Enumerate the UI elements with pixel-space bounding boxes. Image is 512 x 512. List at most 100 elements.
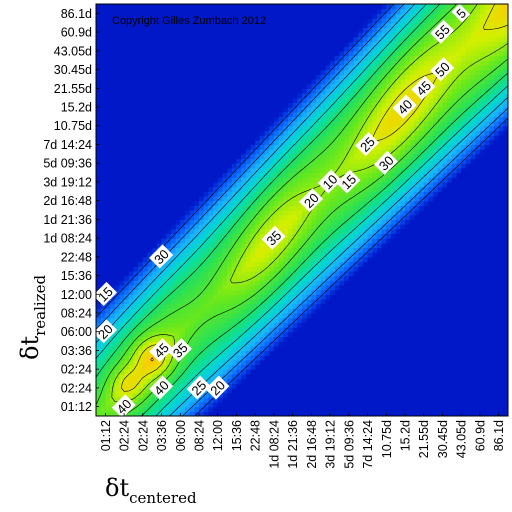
heatmap-cell	[302, 191, 308, 197]
heatmap-cell	[320, 411, 327, 416]
heatmap-cell	[367, 228, 373, 235]
heatmap-cell	[208, 191, 214, 197]
heatmap-cell	[334, 369, 341, 375]
heatmap-cell	[292, 270, 298, 277]
heatmap-cell	[372, 163, 378, 169]
heatmap-cell	[217, 233, 224, 239]
heatmap-cell	[184, 172, 191, 178]
heatmap-cell	[161, 397, 167, 403]
heatmap-cell	[475, 233, 481, 239]
heatmap-cell	[245, 228, 252, 235]
heatmap-cell	[353, 392, 359, 398]
heatmap-cell	[409, 383, 415, 389]
heatmap-cell	[96, 172, 102, 178]
heatmap-cell	[236, 383, 242, 389]
heatmap-cell	[442, 280, 448, 286]
heatmap-cell	[390, 373, 397, 380]
heatmap-cell	[184, 252, 191, 258]
heatmap-cell	[133, 238, 139, 244]
heatmap-cell	[203, 397, 209, 403]
heatmap-cell	[133, 401, 139, 408]
heatmap-cell	[428, 275, 434, 281]
heatmap-cell	[100, 219, 106, 225]
heatmap-cell	[447, 153, 453, 160]
heatmap-cell	[400, 294, 406, 300]
heatmap-cell	[241, 280, 247, 286]
heatmap-cell	[152, 205, 158, 211]
heatmap-cell	[180, 397, 186, 403]
heatmap-cell	[283, 289, 289, 295]
heatmap-cell	[119, 369, 125, 375]
heatmap-cell	[400, 242, 406, 249]
heatmap-cell	[423, 392, 430, 398]
heatmap-cell	[358, 275, 364, 281]
heatmap-cell	[166, 266, 172, 272]
heatmap-cell	[372, 149, 378, 155]
heatmap-cell	[264, 373, 270, 380]
heatmap-cell	[353, 228, 359, 235]
heatmap-cell	[292, 298, 298, 305]
heatmap-cell	[376, 266, 383, 272]
heatmap-cell	[283, 205, 289, 211]
heatmap-cell	[250, 378, 256, 384]
heatmap-cell	[461, 298, 467, 305]
heatmap-cell	[259, 210, 266, 216]
heatmap-cell	[222, 200, 228, 206]
heatmap-cell	[358, 228, 364, 235]
heatmap-cell	[428, 177, 434, 183]
heatmap-cell	[166, 284, 172, 291]
heatmap-cell	[390, 298, 397, 305]
heatmap-cell	[348, 247, 355, 253]
heatmap-cell	[227, 280, 233, 286]
heatmap-cell	[250, 214, 256, 220]
heatmap-cell	[367, 256, 373, 263]
heatmap-cell	[292, 158, 298, 164]
heatmap-cell	[142, 373, 149, 380]
heatmap-cell	[316, 153, 322, 160]
heatmap-cell	[475, 284, 481, 291]
heatmap-cell	[390, 355, 397, 361]
heatmap-cell	[409, 214, 415, 220]
heatmap-cell	[479, 322, 486, 328]
heatmap-cell	[372, 181, 378, 188]
heatmap-cell	[423, 195, 430, 202]
heatmap-cell	[451, 411, 458, 416]
heatmap-cell	[217, 153, 224, 160]
heatmap-cell	[278, 397, 284, 403]
heatmap-cell	[189, 373, 195, 380]
heatmap-cell	[194, 153, 200, 160]
heatmap-cell	[479, 303, 486, 309]
heatmap-cell	[142, 252, 149, 258]
heatmap-cell	[273, 153, 280, 160]
heatmap-cell	[447, 181, 453, 188]
heatmap-cell	[278, 172, 284, 178]
heatmap-cell	[461, 378, 467, 384]
heatmap-cell	[278, 238, 284, 244]
heatmap-cell	[170, 331, 177, 338]
heatmap-cell	[287, 355, 294, 361]
heatmap-cell	[184, 153, 191, 160]
heatmap-cell	[100, 355, 106, 361]
heatmap-cell	[114, 200, 121, 206]
heatmap-cell	[105, 158, 111, 164]
heatmap-cell	[133, 163, 139, 169]
heatmap-cell	[255, 261, 261, 267]
heatmap-cell	[498, 359, 504, 366]
heatmap-cell	[409, 317, 415, 323]
heatmap-cell	[203, 284, 209, 291]
heatmap-cell	[269, 378, 275, 384]
heatmap-cell	[231, 177, 238, 183]
heatmap-cell	[100, 350, 106, 356]
heatmap-cell	[138, 205, 144, 211]
heatmap-cell	[395, 280, 401, 286]
heatmap-cell	[269, 373, 275, 380]
heatmap-cell	[147, 252, 153, 258]
heatmap-cell	[147, 233, 153, 239]
heatmap-cell	[330, 280, 336, 286]
heatmap-cell	[451, 275, 458, 281]
heatmap-cell	[400, 256, 406, 263]
heatmap-cell	[433, 177, 439, 183]
heatmap-cell	[147, 364, 153, 370]
heatmap-cell	[166, 359, 172, 366]
heatmap-cell	[339, 392, 345, 398]
